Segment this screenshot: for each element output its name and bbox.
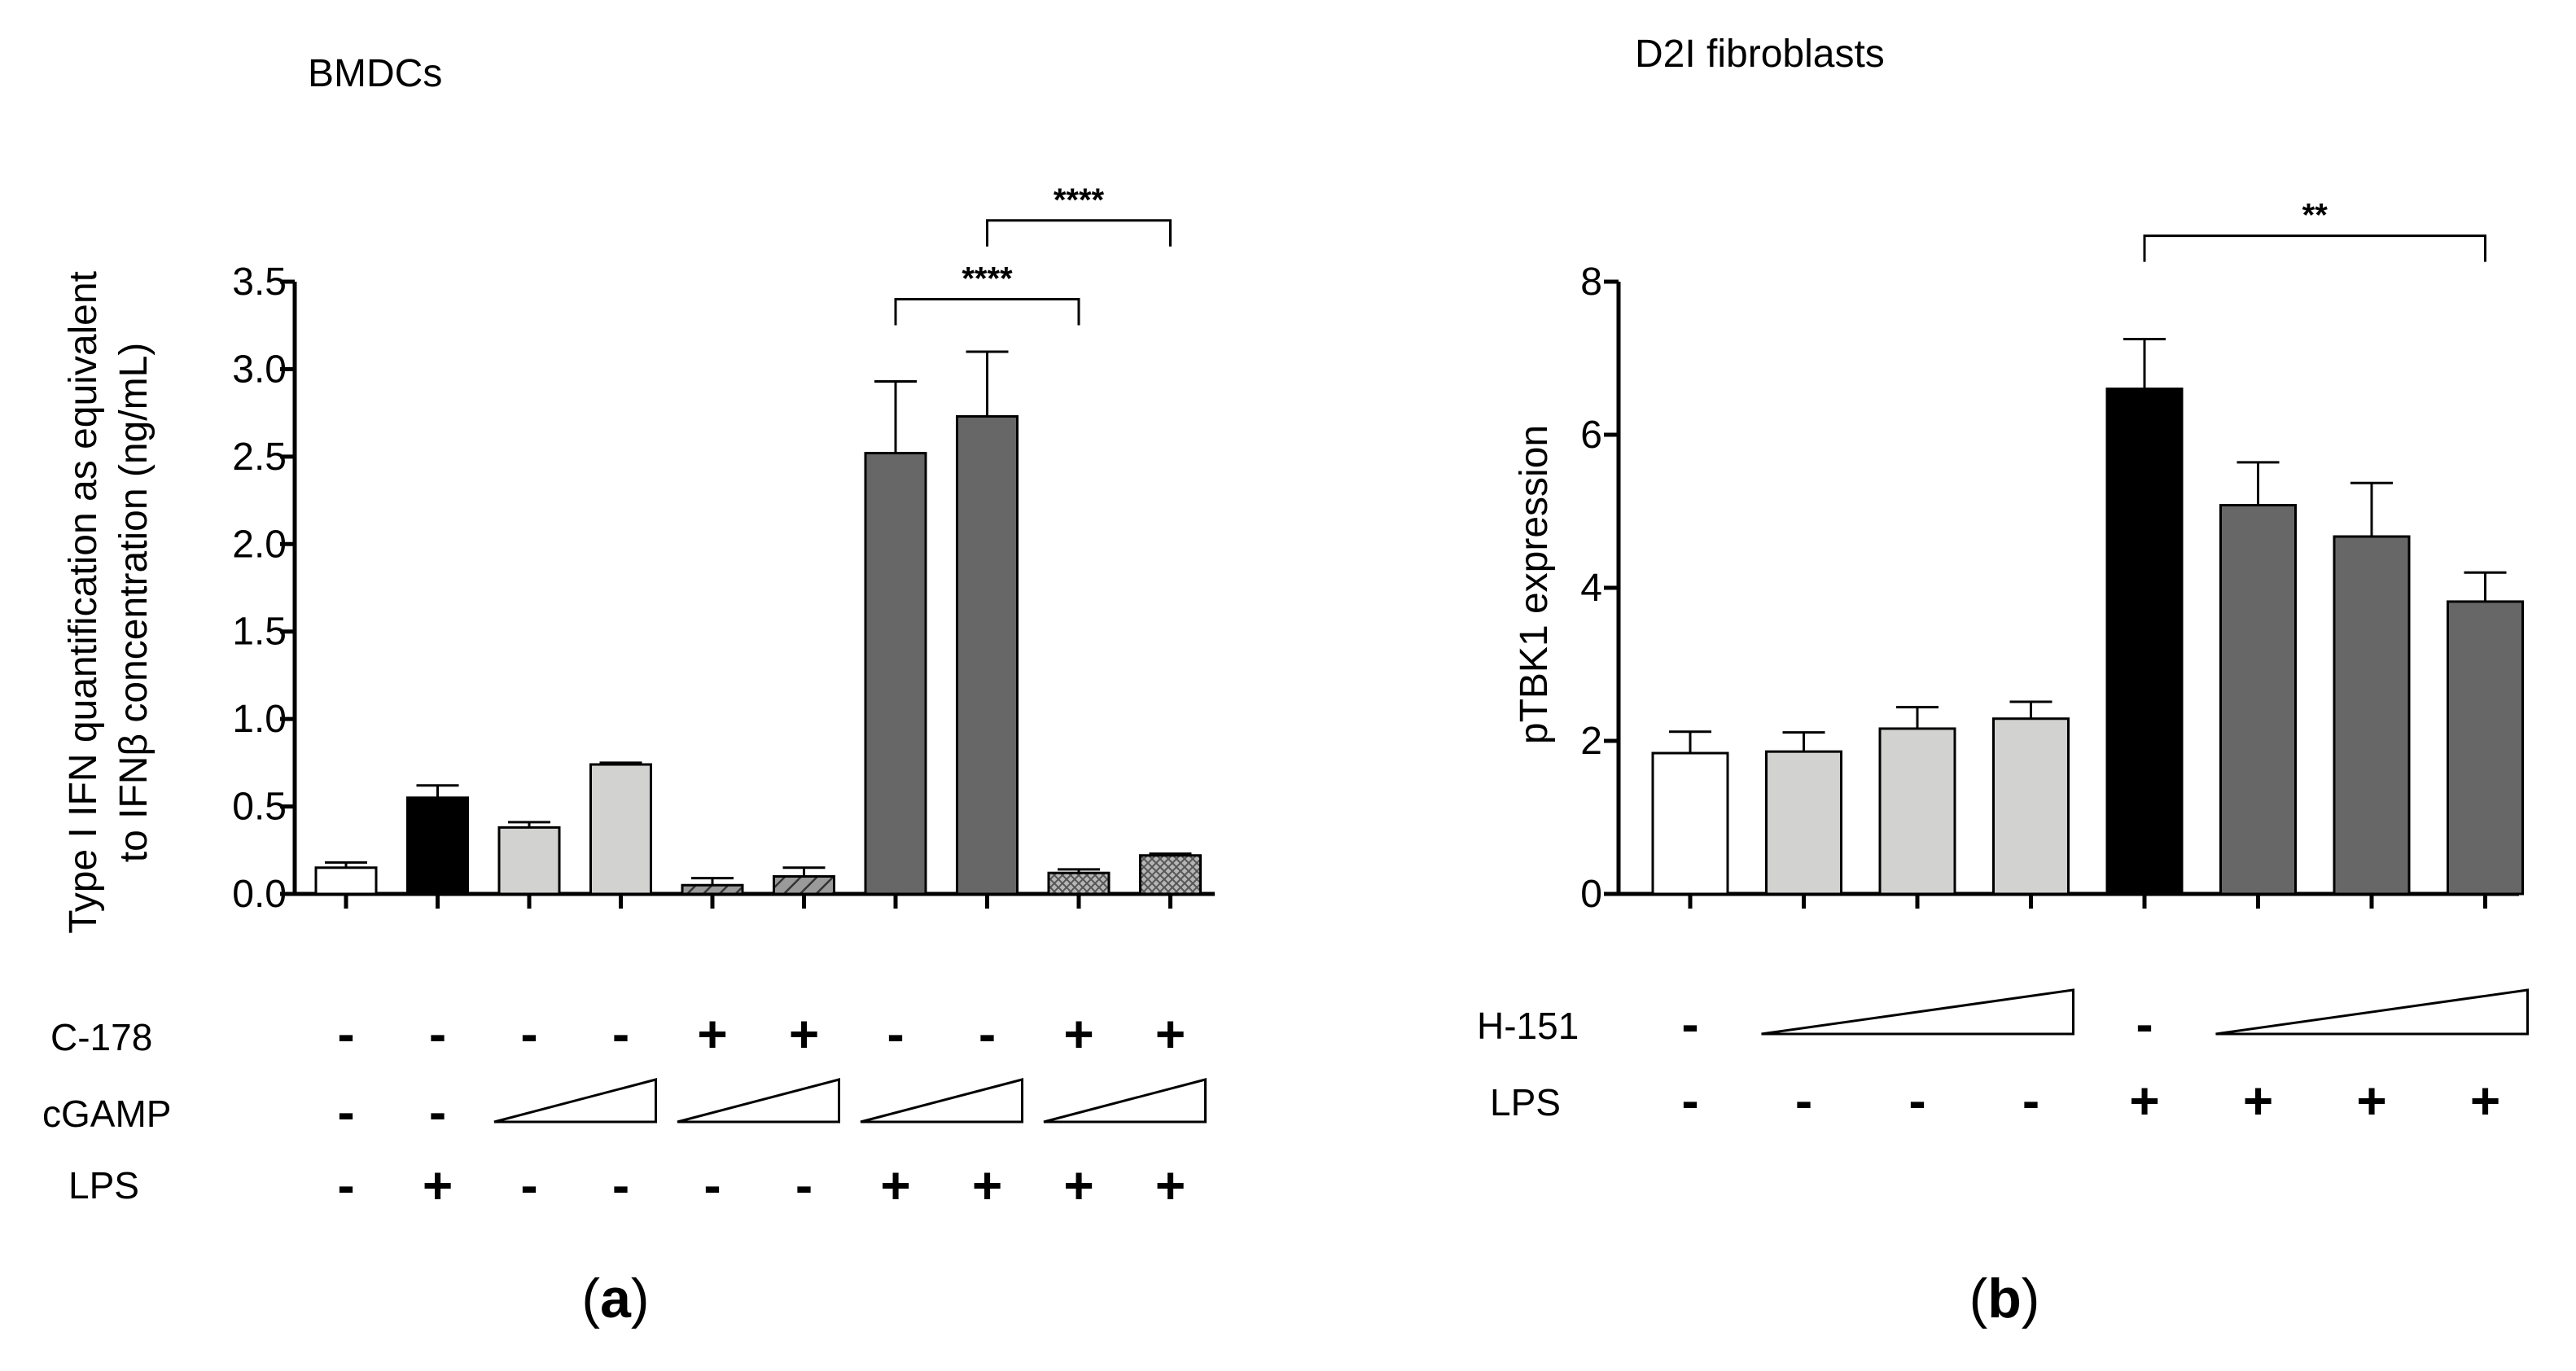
bar [497, 826, 561, 896]
significance-bracket [894, 297, 1080, 326]
bar [2447, 600, 2524, 896]
y-tick-label: 4 [1580, 567, 1602, 610]
panel-a-row-label-c178: C-178 [50, 1016, 152, 1058]
bar [956, 414, 1019, 896]
y-tick-label: 0.0 [232, 873, 287, 916]
bar [2219, 503, 2297, 896]
panel-a-row-label-lps: LPS [68, 1164, 139, 1207]
plus-sign: + [880, 1156, 910, 1215]
plus-sign: + [2470, 1071, 2500, 1130]
significance-label: **** [1054, 182, 1105, 218]
y-tick-label: 2.5 [232, 436, 287, 479]
bar [1765, 750, 1842, 896]
y-tick-label: 6 [1580, 414, 1602, 457]
significance-bracket [2143, 234, 2486, 262]
concentration-wedge [860, 1078, 1023, 1124]
significance-label: **** [962, 261, 1013, 296]
panel-a-row-label-cgamp: cGAMP [42, 1093, 171, 1135]
bar [1047, 871, 1111, 896]
panel-a-ylabel-line1: Type I IFN quantification as equivalent [62, 271, 105, 934]
concentration-wedge [1761, 988, 2074, 1036]
panel-b: 0 2 4 6 8 ** - - - - - - + + + + [1580, 198, 2529, 1130]
panel-a-ylabel-line2: to IFNβ concentration (ng/mL) [112, 343, 156, 863]
significance-label: ** [2302, 198, 2328, 234]
minus-sign: - [1681, 995, 1698, 1053]
minus-sign: - [2022, 1071, 2039, 1130]
minus-sign: - [795, 1156, 813, 1215]
y-tick-label: 2.0 [232, 523, 287, 566]
panel-b-row-label-lps: LPS [1490, 1081, 1561, 1124]
bar [1139, 854, 1202, 896]
plus-sign: + [1155, 1005, 1185, 1063]
minus-sign: - [429, 1083, 446, 1141]
panel-b-label: (b) [1969, 1268, 2040, 1329]
y-tick-label: 0 [1580, 873, 1602, 916]
bar [2105, 388, 2184, 896]
concentration-wedge [493, 1078, 657, 1124]
panel-a-title: BMDCs [308, 52, 442, 95]
plus-sign: + [972, 1156, 1002, 1215]
plus-sign: + [1155, 1156, 1185, 1215]
plus-sign: + [423, 1156, 453, 1215]
plus-sign: + [1063, 1156, 1093, 1215]
minus-sign: - [612, 1005, 629, 1063]
y-tick-label: 0.5 [232, 786, 287, 829]
panel-b-row-label-h151: H-151 [1477, 1005, 1579, 1047]
bar [681, 883, 744, 896]
minus-sign: - [337, 1005, 354, 1063]
y-tick-label: 1.5 [232, 611, 287, 654]
plus-sign: + [697, 1005, 727, 1063]
minus-sign: - [1795, 1071, 1812, 1130]
concentration-wedge [677, 1078, 840, 1124]
bar [406, 796, 469, 896]
concentration-wedge [1043, 1078, 1207, 1124]
y-tick-label: 8 [1580, 261, 1602, 304]
chart-marks: 0.0 0.5 1.0 1.5 2.0 2.5 3.0 3.5 **** **** - - - - + + - -… [232, 182, 2529, 1215]
minus-sign: - [520, 1005, 537, 1063]
minus-sign: - [979, 1005, 996, 1063]
bar [773, 875, 835, 896]
panel-a: 0.0 0.5 1.0 1.5 2.0 2.5 3.0 3.5 **** **** - - - - + + - -… [232, 182, 1215, 1215]
y-tick-label: 3.0 [232, 348, 287, 391]
minus-sign: - [612, 1156, 629, 1215]
minus-sign: - [887, 1005, 904, 1063]
minus-sign: - [1908, 1071, 1925, 1130]
minus-sign: - [703, 1156, 721, 1215]
bar [864, 452, 927, 896]
plus-sign: + [1063, 1005, 1093, 1063]
y-tick-label: 1.0 [232, 698, 287, 741]
panel-b-letter: b [1987, 1268, 2022, 1329]
significance-bracket [986, 219, 1172, 247]
bar [1651, 751, 1729, 896]
y-tick-label: 3.5 [232, 261, 287, 304]
plus-sign: + [2243, 1071, 2273, 1130]
bar [314, 866, 378, 896]
plus-sign: + [2356, 1071, 2386, 1130]
plus-sign: + [2129, 1071, 2159, 1130]
y-tick-label: 2 [1580, 720, 1602, 763]
bar [2333, 535, 2411, 896]
minus-sign: - [429, 1005, 446, 1063]
minus-sign: - [337, 1083, 354, 1141]
panel-a-letter: a [600, 1268, 632, 1329]
bar [1992, 717, 2070, 896]
minus-sign: - [337, 1156, 354, 1215]
concentration-wedge [2215, 988, 2529, 1036]
bar [589, 763, 652, 896]
panel-b-ylabel: pTBK1 expression [1513, 425, 1556, 744]
minus-sign: - [2136, 995, 2153, 1053]
bar [1878, 727, 1956, 896]
plus-sign: + [789, 1005, 819, 1063]
panel-b-title: D2I fibroblasts [1635, 33, 1885, 76]
minus-sign: - [520, 1156, 537, 1215]
minus-sign: - [1681, 1071, 1698, 1130]
panel-a-label: (a) [581, 1268, 649, 1329]
